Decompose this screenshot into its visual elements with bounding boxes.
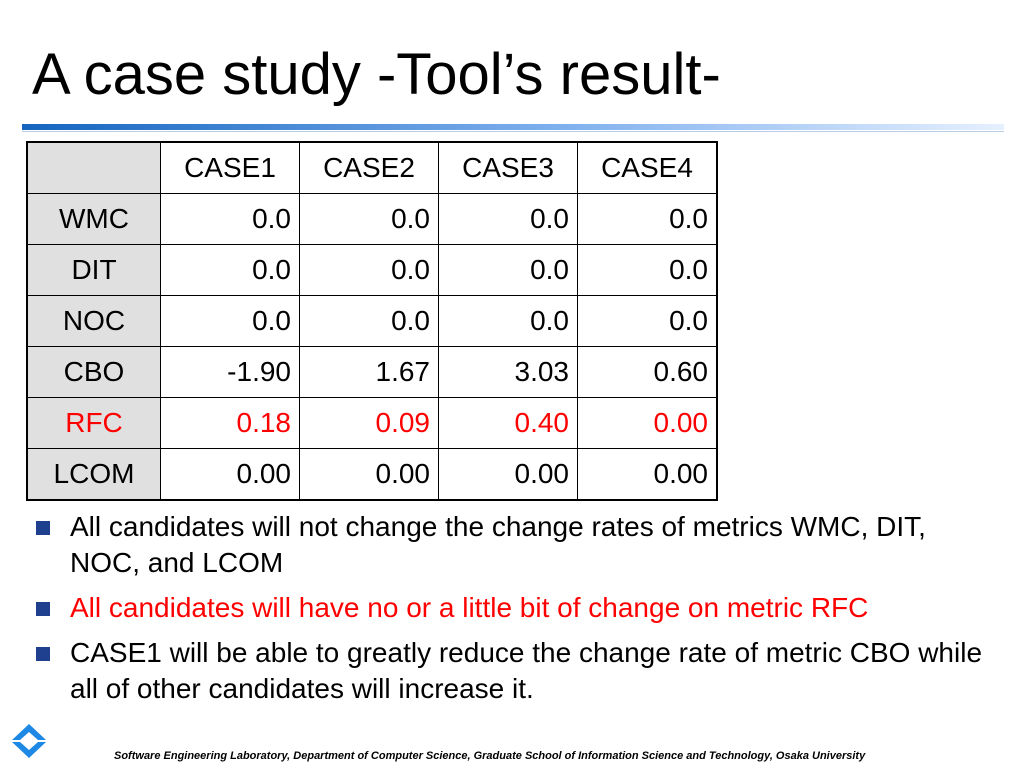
square-bullet-icon [36, 602, 50, 616]
row-header-cbo: CBO [26, 346, 161, 398]
metrics-table: CASE1 CASE2 CASE3 CASE4 WMC 0.0 0.0 0.0 … [26, 141, 718, 501]
table-cell: 0.0 [160, 244, 300, 296]
table-cell: 3.03 [438, 346, 578, 398]
list-item: CASE1 will be able to greatly reduce the… [34, 635, 994, 707]
table-cell: 0.00 [160, 448, 300, 501]
square-bullet-icon [36, 647, 50, 661]
table-row: LCOM 0.00 0.00 0.00 0.00 [26, 448, 718, 501]
square-bullet-icon [36, 521, 50, 535]
table-cell: 0.0 [438, 295, 578, 347]
table-cell: 0.0 [160, 193, 300, 245]
table-cell: 0.0 [438, 193, 578, 245]
row-header-rfc: RFC [26, 397, 161, 449]
slide-footer: Software Engineering Laboratory, Departm… [114, 750, 866, 762]
list-item: All candidates will not change the chang… [34, 509, 994, 581]
table-row: NOC 0.0 0.0 0.0 0.0 [26, 295, 718, 347]
table-corner-cell [26, 141, 161, 194]
title-underline [22, 124, 1004, 132]
table-row: CBO -1.90 1.67 3.03 0.60 [26, 346, 718, 398]
bullet-text: All candidates will not change the chang… [70, 511, 926, 578]
table-cell: 0.00 [438, 448, 578, 501]
university-logo-icon [12, 724, 46, 758]
row-header-noc: NOC [26, 295, 161, 347]
row-header-dit: DIT [26, 244, 161, 296]
table-cell: 0.40 [438, 397, 578, 449]
bullet-text: CASE1 will be able to greatly reduce the… [70, 637, 983, 704]
row-header-wmc: WMC [26, 193, 161, 245]
column-header-case4: CASE4 [577, 141, 718, 194]
table-cell: -1.90 [160, 346, 300, 398]
table-row: DIT 0.0 0.0 0.0 0.0 [26, 244, 718, 296]
table-cell: 1.67 [299, 346, 439, 398]
table-cell: 0.0 [577, 295, 718, 347]
table-cell: 0.0 [577, 193, 718, 245]
table-cell: 0.00 [577, 397, 718, 449]
list-item-highlighted: All candidates will have no or a little … [34, 590, 994, 626]
table-cell: 0.0 [299, 295, 439, 347]
bullet-list: All candidates will not change the chang… [34, 509, 994, 716]
table-row-highlighted: RFC 0.18 0.09 0.40 0.00 [26, 397, 718, 449]
table-cell: 0.0 [299, 193, 439, 245]
table-cell: 0.09 [299, 397, 439, 449]
table-cell: 0.0 [160, 295, 300, 347]
table-row: WMC 0.0 0.0 0.0 0.0 [26, 193, 718, 245]
table-cell: 0.60 [577, 346, 718, 398]
table-cell: 0.0 [438, 244, 578, 296]
table-cell: 0.0 [299, 244, 439, 296]
table-cell: 0.18 [160, 397, 300, 449]
row-header-lcom: LCOM [26, 448, 161, 501]
table-header-row: CASE1 CASE2 CASE3 CASE4 [26, 141, 718, 194]
table-cell: 0.00 [299, 448, 439, 501]
metrics-table-wrapper: CASE1 CASE2 CASE3 CASE4 WMC 0.0 0.0 0.0 … [26, 141, 718, 501]
column-header-case1: CASE1 [160, 141, 300, 194]
column-header-case2: CASE2 [299, 141, 439, 194]
bullet-text: All candidates will have no or a little … [70, 592, 869, 623]
column-header-case3: CASE3 [438, 141, 578, 194]
table-cell: 0.0 [577, 244, 718, 296]
table-cell: 0.00 [577, 448, 718, 501]
slide-title: A case study -Tool’s result- [32, 42, 721, 107]
